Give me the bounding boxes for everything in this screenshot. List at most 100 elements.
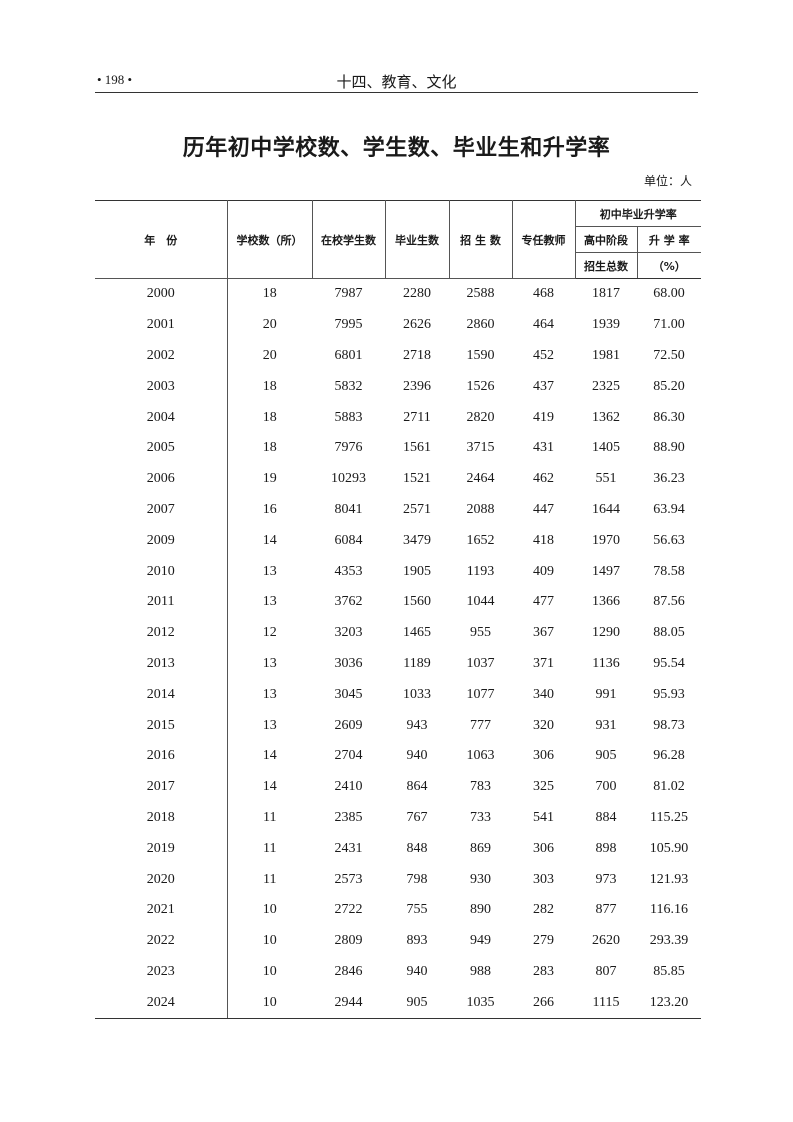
cell-teachers: 418 [533,532,554,548]
page-number: • 198 • [97,72,133,87]
cell-hs-admissions: 931 [595,717,617,733]
table-row: 2022 10 2809 893 949 279 2620 293.39 [95,925,701,957]
cell-teachers: 320 [533,717,554,733]
cell-schools: 13 [262,594,277,610]
cell-enrolled: 3036 [334,655,363,671]
header-rate: 升 学 率 [636,226,701,253]
cell-schools: 13 [262,686,277,702]
cell-schools: 14 [262,532,277,548]
cell-rate: 98.73 [653,717,685,733]
cell-rate: 68.00 [653,286,685,302]
table-row: 2001 20 7995 2626 2860 464 1939 71.00 [95,309,701,341]
table-row: 2004 18 5883 2711 2820 419 1362 86.30 [95,402,701,433]
cell-teachers: 279 [533,933,554,949]
table-row: 2013 13 3036 1189 1037 371 1136 95.54 [95,648,701,680]
table-row: 2015 13 2609 943 777 320 931 98.73 [95,710,701,741]
cell-hs-admissions: 551 [595,471,617,487]
cell-admissions: 869 [470,840,491,856]
cell-enrolled: 8041 [334,501,363,517]
table-row: 2007 16 8041 2571 2088 447 1644 63.94 [95,494,701,526]
cell-schools: 18 [262,378,277,394]
cell-rate: 116.16 [650,902,688,918]
cell-admissions: 2088 [466,501,495,517]
cell-admissions: 1035 [449,987,512,1020]
cell-rate: 88.90 [653,440,685,456]
cell-schools: 13 [262,717,277,733]
table-row: 2021 10 2722 755 890 282 877 116.16 [95,894,701,926]
cell-year: 2018 [95,802,228,834]
header-group: 初中毕业升学率 [574,200,701,227]
cell-graduates: 2718 [403,347,431,363]
header-rate-unit: （%） [636,252,701,279]
cell-teachers: 464 [533,317,554,333]
cell-teachers: 541 [533,809,554,825]
cell-schools: 18 [262,286,277,302]
cell-teachers: 468 [533,286,554,302]
header-teachers: 专任教师 [511,200,576,279]
cell-rate: 121.93 [649,871,689,887]
cell-admissions: 2820 [466,409,495,425]
table-row: 2018 11 2385 767 733 541 884 115.25 [95,802,701,834]
cell-hs-admissions: 1290 [592,625,620,641]
cell-rate: 88.05 [653,625,685,641]
cell-admissions: 1193 [466,563,495,579]
cell-graduates: 3479 [403,532,431,548]
cell-hs-admissions: 898 [595,840,617,856]
cell-year: 2013 [95,648,228,680]
cell-schools: 13 [262,563,277,579]
cell-graduates: 905 [385,987,449,1020]
cell-enrolled: 5832 [334,378,363,394]
cell-admissions: 1590 [466,347,495,363]
cell-year: 2019 [95,833,228,865]
cell-enrolled: 7987 [334,286,363,302]
data-table: 年 份 学校数（所） 在校学生数 毕业生数 招 生 数 专任教师 初中毕业升学率… [95,200,701,1020]
cell-graduates: 943 [406,717,428,733]
cell-schools: 11 [263,871,277,887]
cell-hs-admissions: 973 [595,871,617,887]
cell-schools: 18 [262,440,277,456]
cell-graduates: 893 [406,933,428,949]
cell-year: 2009 [95,525,228,557]
header-schools: 学校数（所） [226,200,313,279]
cell-rate: 81.02 [653,779,685,795]
cell-graduates: 2711 [403,409,431,425]
cell-admissions: 988 [470,963,491,979]
cell-rate: 78.58 [653,563,685,579]
cell-hs-admissions: 884 [595,809,617,825]
cell-admissions: 1037 [466,655,495,671]
table-row: 2016 14 2704 940 1063 306 905 96.28 [95,740,701,772]
cell-rate: 123.20 [637,987,701,1020]
section-title: 十四、教育、文化 [336,73,457,91]
cell-schools: 20 [262,317,277,333]
table-row: 2002 20 6801 2718 1590 452 1981 72.50 [95,340,701,372]
table-row: 2017 14 2410 864 783 325 700 81.02 [95,771,701,803]
cell-schools: 11 [263,840,277,856]
cell-year: 2003 [95,371,228,403]
cell-rate: 95.54 [653,655,685,671]
header-hs-admissions-sub: 招生总数 [575,252,638,279]
table-row: 2005 18 7976 1561 3715 431 1405 88.90 [95,432,701,464]
cell-admissions: 1077 [466,686,495,702]
cell-enrolled: 2431 [334,840,363,856]
table-row: 2003 18 5832 2396 1526 437 2325 85.20 [95,371,701,403]
cell-hs-admissions: 905 [595,748,617,764]
cell-admissions: 1652 [466,532,495,548]
table-row: 2010 13 4353 1905 1193 409 1497 78.58 [95,556,701,587]
cell-teachers: 306 [533,748,554,764]
cell-rate: 96.28 [653,748,685,764]
cell-year: 2005 [95,432,228,464]
cell-schools: 19 [262,471,277,487]
cell-rate: 86.30 [653,409,685,425]
cell-admissions: 1526 [466,378,495,394]
header-year: 年 份 [95,200,228,279]
cell-schools: 20 [262,347,277,363]
cell-hs-admissions: 1817 [592,286,620,302]
cell-year: 2007 [95,494,228,526]
cell-year: 2012 [95,617,228,649]
cell-graduates: 2571 [403,501,431,517]
cell-schools: 18 [262,409,277,425]
cell-admissions: 955 [470,625,491,641]
cell-admissions: 2860 [466,317,495,333]
header-graduates: 毕业生数 [384,200,450,279]
cell-rate: 95.93 [653,686,685,702]
